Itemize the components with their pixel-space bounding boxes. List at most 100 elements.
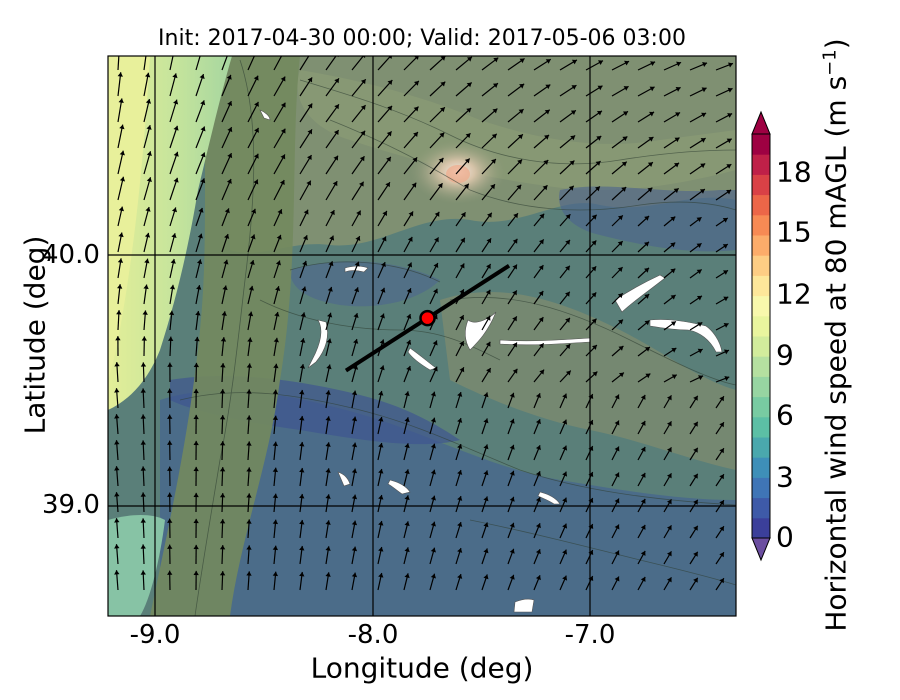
wind-arrow-head [253, 75, 259, 81]
wind-arrow-head [246, 441, 252, 446]
wind-arrow-head [588, 420, 594, 426]
x-tick-label: -8.0 [347, 620, 399, 650]
site-marker[interactable] [419, 309, 436, 327]
wind-arrow-head [172, 73, 178, 79]
wind-arrow-head [614, 550, 620, 556]
wind-arrow-head [490, 184, 495, 190]
wind-arrow-head [647, 187, 653, 193]
wind-arrow-head [513, 213, 518, 219]
wind-arrow-head [404, 417, 410, 423]
wind-arrow-head [517, 134, 523, 140]
wind-arrow-head [144, 258, 150, 264]
wind-arrow-head [360, 105, 366, 111]
wind-arrow-head [299, 364, 306, 369]
wind-arrow-head [614, 498, 620, 504]
wind-arrow-head [644, 294, 650, 299]
colorbar-frame [751, 133, 771, 539]
wind-arrow-head [167, 466, 173, 471]
wind-arrow-head [325, 572, 331, 577]
wind-arrow-head [140, 414, 146, 419]
wind-arrow-head [459, 263, 465, 269]
wind-arrow-head [141, 336, 147, 341]
wind-arrow-head [378, 468, 384, 474]
wind-arrow-head [412, 157, 418, 163]
wind-arrow-head [509, 548, 515, 554]
wind-arrow-head [351, 546, 358, 552]
wind-arrow-head [246, 467, 252, 472]
wind-arrow-head [193, 492, 199, 498]
wind-arrow-head [414, 56, 419, 60]
wind-arrow-head [719, 448, 724, 454]
wind-arrow-head [359, 181, 364, 187]
wind-arrow-head [440, 81, 446, 87]
wind-arrow-head [193, 414, 199, 420]
wind-arrow-head [618, 319, 624, 325]
wind-arrow-head [386, 156, 391, 162]
wind-arrow-head [562, 497, 568, 503]
wind-arrow-head [640, 498, 646, 504]
wind-arrow-head [246, 571, 252, 576]
wind-arrow-head [723, 323, 729, 328]
wind-arrow-head [460, 237, 465, 243]
wind-arrow-head [307, 155, 312, 161]
wind-arrow [143, 56, 147, 71]
wind-arrow-head [670, 216, 676, 222]
wind-arrow-head [276, 234, 282, 240]
wind-arrow-head [565, 370, 571, 376]
wind-arrow-head [219, 415, 226, 420]
wind-arrow-head [722, 270, 728, 275]
wind-arrow-head [492, 83, 498, 88]
wind-arrow-head [227, 153, 233, 159]
wind-arrow-head [144, 232, 151, 238]
wind-arrow-head [693, 551, 698, 557]
wind-arrow-head [299, 415, 305, 421]
wind-arrow-head [118, 206, 125, 212]
wind-arrow-head [167, 544, 173, 549]
wind-arrow-head [430, 417, 436, 423]
wind-arrow-head [545, 84, 551, 90]
wind-arrow-head [379, 365, 385, 371]
wind-arrow-head [219, 571, 226, 576]
wind-arrow-head [568, 185, 574, 191]
wind-arrow-head [193, 440, 199, 446]
wind-arrow-head [640, 472, 646, 478]
wind-arrow-head [273, 337, 279, 343]
wind-arrow-head [169, 284, 176, 290]
wind-arrow-head [167, 414, 173, 419]
wind-arrow-head [326, 338, 332, 344]
wind-arrow-head [483, 548, 489, 554]
colorbar-segment [752, 194, 770, 216]
wind-arrow-head [535, 445, 541, 451]
wind-arrow-head [329, 235, 335, 241]
wind-arrow-head [430, 521, 436, 527]
wind-arrow-head [280, 154, 286, 160]
wind-arrow-head [140, 544, 146, 549]
wind-arrow-head [722, 244, 728, 249]
wind-arrow-head [693, 421, 698, 427]
colorbar-segment [752, 315, 770, 337]
y-tick-label: 39.0 [42, 490, 100, 520]
colorbar-extend-min [751, 537, 771, 562]
wind-arrow-head [666, 551, 672, 557]
wind-arrow-head [433, 288, 438, 294]
wind-arrow-head [306, 180, 312, 186]
wind-arrow-head [114, 362, 120, 367]
wind-arrow-head [200, 178, 206, 184]
wind-arrow-head [272, 571, 279, 577]
wind-arrow-head [114, 492, 120, 497]
wind-arrow-head [670, 242, 676, 248]
wind-arrow-head [647, 162, 653, 167]
wind-arrow-head [140, 492, 146, 497]
wind-arrow-head [378, 494, 384, 500]
colorbar-tick-label: 0 [776, 520, 794, 554]
wind-arrow-head [325, 494, 331, 499]
wind-arrow-head [299, 571, 305, 577]
wind-arrow-head [644, 267, 649, 273]
wind-arrow-head [404, 495, 410, 501]
wind-arrow-head [483, 574, 489, 580]
colorbar-label-close: ) [819, 38, 853, 50]
wind-arrow-head [618, 345, 624, 351]
wind-arrow-head [570, 110, 576, 115]
calm-patches [259, 109, 723, 613]
wind-arrow-head [246, 519, 252, 524]
